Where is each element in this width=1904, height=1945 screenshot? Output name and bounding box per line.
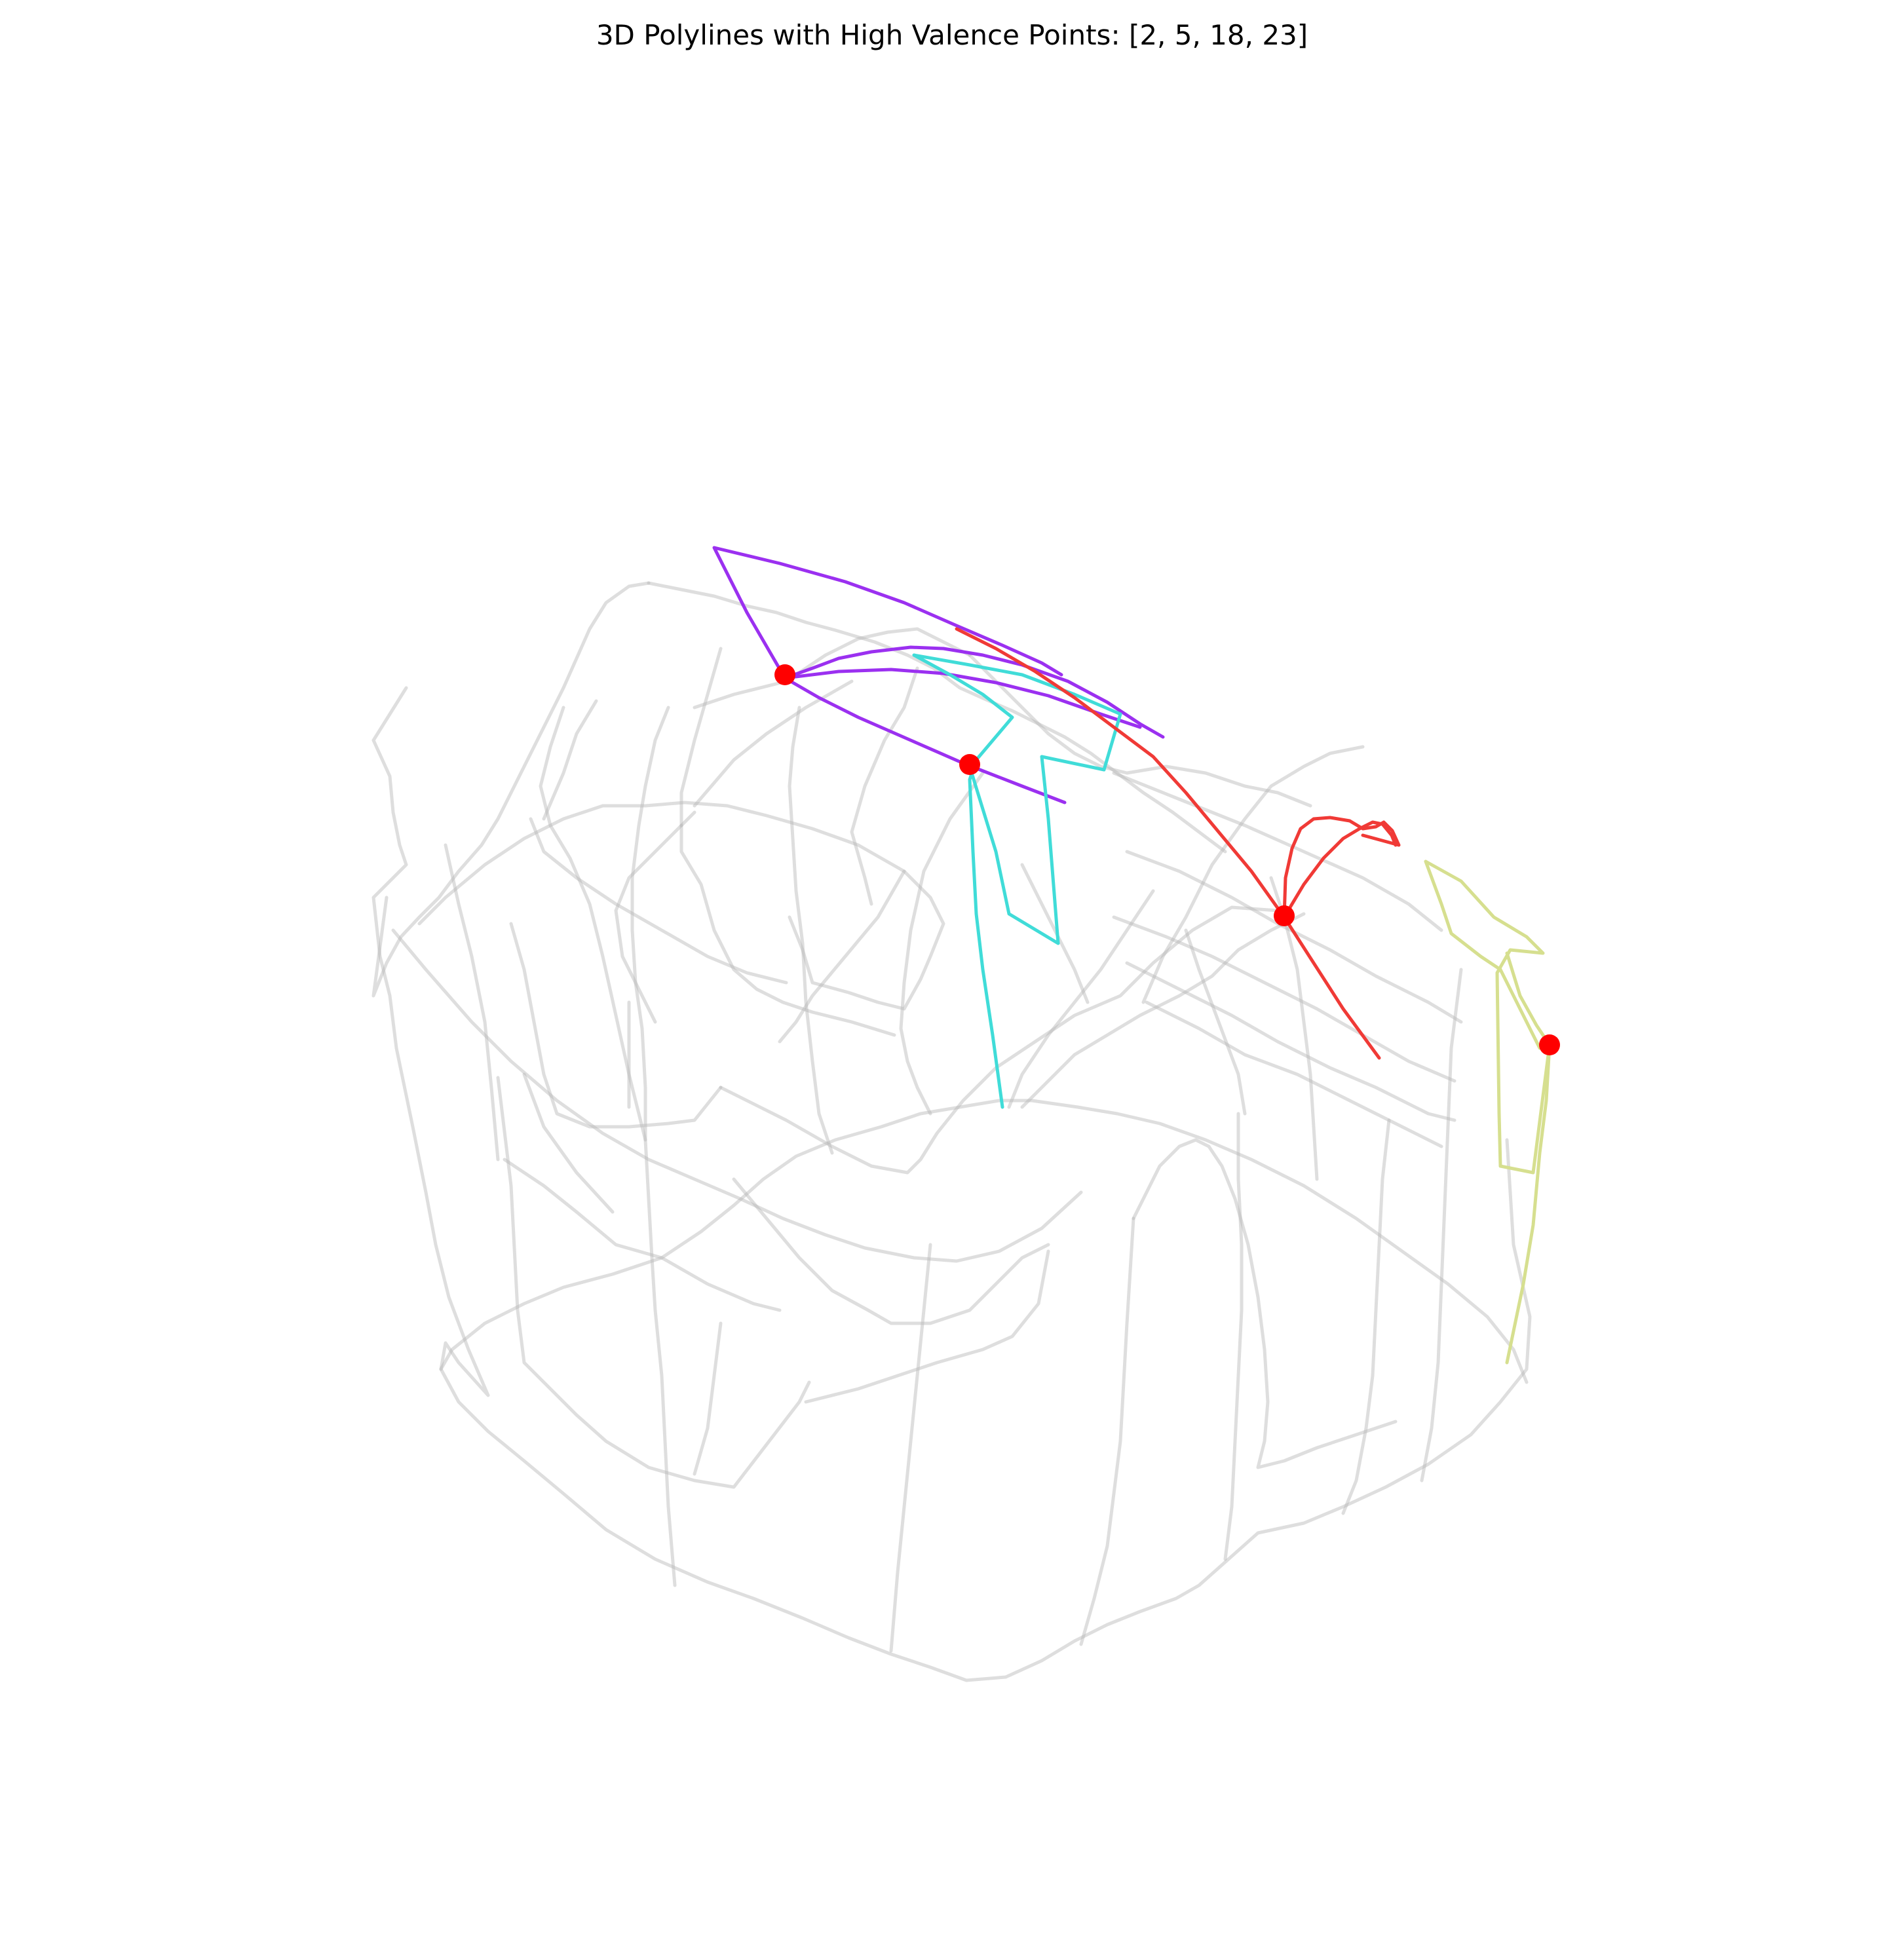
mesh-curve-18 bbox=[1145, 1000, 1443, 1148]
mesh-curve-5 bbox=[509, 922, 723, 1129]
mesh-outline-top bbox=[647, 581, 1227, 854]
mesh-curve-4 bbox=[679, 823, 896, 1037]
mesh-meridian-9 bbox=[1420, 968, 1463, 1482]
polyline-cyan bbox=[912, 653, 1014, 1109]
mesh-meridian-17 bbox=[1007, 889, 1155, 1109]
polyline-red-2 bbox=[1282, 816, 1401, 919]
mesh-meridian-23 bbox=[693, 1321, 723, 1476]
high-valence-point-marker bbox=[774, 664, 795, 685]
mesh-curve-12 bbox=[1132, 1138, 1398, 1469]
mesh-meridian-22 bbox=[778, 869, 906, 1044]
mesh-curve-19 bbox=[1141, 745, 1365, 1004]
background-mesh bbox=[371, 581, 1532, 1682]
mesh-curve-9 bbox=[503, 1158, 782, 1312]
mesh-curve-10 bbox=[496, 1076, 811, 1489]
polyline-cyan-2 bbox=[912, 653, 1122, 945]
mesh-outline-left-top bbox=[371, 581, 651, 998]
mesh-curve-15 bbox=[1125, 850, 1463, 1024]
polyline-purple-2 bbox=[783, 645, 1165, 739]
mesh-meridian-7 bbox=[1223, 1112, 1244, 1561]
mesh-curve-13 bbox=[1020, 912, 1306, 1109]
high-valence-point-marker bbox=[1539, 1034, 1560, 1055]
polyline-yellow bbox=[1424, 859, 1552, 1175]
mesh-curve-8 bbox=[732, 1177, 1050, 1325]
mesh-meridian-6 bbox=[1079, 1217, 1135, 1646]
mesh-meridian-11 bbox=[1184, 928, 1247, 1116]
polyline-red-3 bbox=[1282, 820, 1398, 919]
polyline-purple bbox=[712, 546, 1063, 680]
mesh-meridian-21 bbox=[968, 653, 1312, 808]
mesh-curve-1 bbox=[391, 928, 1083, 1263]
mesh-meridian-15 bbox=[542, 699, 598, 821]
figure-title: 3D Polylines with High Valence Points: [… bbox=[596, 19, 1308, 51]
high-valence-markers bbox=[774, 664, 1560, 1055]
mesh-curve-11 bbox=[804, 1249, 1050, 1404]
mesh-meridian-3 bbox=[850, 666, 919, 906]
mesh-curve-2 bbox=[417, 801, 945, 1011]
mesh-meridian-1 bbox=[630, 706, 677, 1587]
high-valence-point-marker bbox=[1274, 905, 1295, 926]
mesh-outline-bottom-left bbox=[439, 1099, 1529, 1384]
mesh-meridian-20 bbox=[693, 627, 972, 709]
mesh-meridian-16 bbox=[444, 843, 500, 1161]
mesh-curve-3 bbox=[529, 817, 788, 985]
polyline-yellow-2 bbox=[1424, 859, 1552, 1365]
mesh-meridian-19 bbox=[614, 810, 696, 1024]
mesh-curve-7 bbox=[719, 905, 1280, 1175]
mesh-meridian-14 bbox=[679, 647, 723, 827]
mesh-meridian-12 bbox=[1020, 863, 1090, 1004]
mesh-meridian-2 bbox=[788, 706, 834, 1155]
mesh-curve-16 bbox=[1112, 915, 1457, 1083]
mesh-curve-6 bbox=[522, 1072, 615, 1214]
polyline-purple-4 bbox=[783, 676, 1067, 804]
polyline-red bbox=[955, 627, 1381, 1060]
mesh-meridian-8 bbox=[1341, 1118, 1391, 1515]
mesh-meridian-5 bbox=[889, 1243, 932, 1653]
mesh-meridian-13 bbox=[539, 706, 647, 1142]
high-valence-point-marker bbox=[959, 754, 980, 775]
mesh-curve-17 bbox=[1125, 961, 1457, 1122]
mesh-meridian-4 bbox=[899, 771, 985, 1116]
mesh-outline-left bbox=[371, 686, 1532, 1682]
mesh-curve-14 bbox=[1112, 771, 1443, 932]
